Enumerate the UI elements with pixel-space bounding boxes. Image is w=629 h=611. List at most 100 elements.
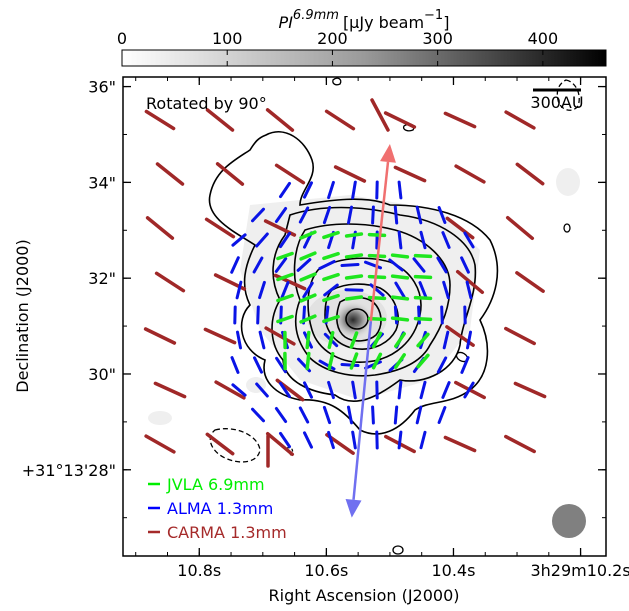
x-tick-label: 3h29m10.2s: [530, 561, 629, 580]
alma-vector: [415, 205, 423, 225]
jvla-vector: [276, 272, 294, 282]
jvla-vector: [367, 274, 387, 280]
carma-vector: [515, 162, 545, 186]
carma-vector: [370, 98, 390, 132]
jvla-vector: [344, 295, 364, 301]
alma-vector: [351, 380, 357, 400]
carma-vector: [324, 109, 356, 131]
jvla-vectors: [276, 230, 433, 371]
jvla-vector: [413, 253, 433, 259]
jvla-vector: [299, 293, 317, 303]
alma-vector: [441, 381, 451, 399]
alma-vector: [344, 288, 364, 292]
alma-vector: [440, 305, 444, 325]
alma-vector: [394, 281, 406, 299]
alma-vector: [436, 356, 448, 374]
contour: [332, 77, 342, 86]
jvla-vector: [344, 232, 364, 238]
carma-vector: [205, 432, 235, 456]
contour-negative: [556, 79, 580, 111]
emission-patch: [556, 168, 580, 196]
carma-vector: [443, 435, 477, 453]
jvla-vector: [349, 352, 359, 370]
jvla-vector: [327, 330, 335, 350]
alma-vector: [274, 207, 288, 223]
jvla-vector: [344, 274, 364, 280]
alma-vector: [252, 256, 264, 274]
legend-label-jvla: JVLA 6.9mm: [166, 475, 265, 494]
alma-vector: [347, 205, 353, 225]
scale-bar-label: 300AU: [530, 93, 583, 112]
jvla-vector: [305, 351, 311, 371]
alma-vector: [418, 281, 428, 299]
carma-vector: [505, 215, 535, 241]
contours: [208, 77, 580, 555]
alma-vector: [274, 407, 288, 423]
alma-vector: [258, 280, 266, 300]
image-layer: [143, 77, 586, 555]
carma-vector: [454, 164, 486, 184]
jvla-vector: [299, 314, 317, 324]
carma-vector: [265, 108, 295, 132]
alma-vector: [236, 330, 242, 350]
alma-vector: [296, 258, 312, 272]
jvla-vector: [305, 330, 311, 350]
x-tick-label: 10.8s: [177, 561, 221, 580]
alma-vector: [235, 280, 243, 300]
alma-vector: [419, 430, 427, 450]
jvla-vector: [276, 314, 294, 324]
colorbar-ticks: 0 100 200 300 400: [117, 29, 558, 66]
carma-vector: [504, 326, 536, 346]
alma-vector: [465, 280, 473, 300]
x-tick-label: 10.6s: [304, 561, 348, 580]
carma-vector: [155, 162, 185, 186]
legend: JVLA 6.9mm ALMA 1.3mm CARMA 1.3mm: [148, 475, 287, 542]
carma-vector: [504, 434, 536, 454]
jvla-vector: [322, 293, 340, 303]
carma-vector: [153, 381, 187, 399]
alma-vector: [419, 380, 427, 400]
alma-vector: [230, 356, 240, 374]
colorbar-tick-label: 200: [317, 29, 348, 48]
contour: [563, 223, 571, 233]
alma-vector: [298, 206, 310, 224]
jvla-vector: [416, 353, 430, 369]
y-tick-label: +31°13'28": [22, 461, 116, 480]
alma-vector: [230, 256, 240, 274]
alma-vector: [279, 231, 291, 249]
alma-vector: [393, 205, 399, 225]
contour: [324, 283, 399, 350]
rotation-annotation: Rotated by 90°: [146, 94, 267, 113]
contour: [392, 545, 404, 555]
carma-vector: [515, 271, 545, 293]
jvla-vector: [371, 352, 383, 370]
alma-vector: [397, 180, 403, 200]
carma-vector: [204, 217, 236, 239]
jvla-vector: [322, 272, 340, 282]
alma-vector: [437, 206, 447, 224]
alma-vector: [412, 257, 426, 273]
carma-vector: [265, 431, 295, 457]
alma-vector: [318, 359, 336, 371]
y-tick-label: 34": [88, 173, 116, 192]
colorbar-tick-label: 400: [528, 29, 559, 48]
jvla-vector: [394, 353, 406, 369]
contour: [307, 257, 422, 363]
y-tick-label: 30": [88, 365, 116, 384]
alma-vector: [340, 363, 360, 367]
alma-vector: [397, 380, 403, 400]
carma-vector: [205, 108, 235, 132]
carma-vector: [214, 380, 246, 400]
jvla-vector: [349, 331, 359, 349]
contour: [293, 223, 451, 377]
carma-vector: [144, 109, 176, 131]
alma-vector: [466, 330, 472, 350]
alma-vector: [437, 406, 447, 424]
legend-label-carma: CARMA 1.3mm: [167, 523, 287, 542]
jvla-vector: [276, 251, 294, 261]
alma-vectors: [230, 180, 475, 450]
y-axis-ticks: +31°13'28" 30" 32" 34" 36": [22, 78, 606, 519]
alma-vector: [303, 381, 313, 399]
alma-vector: [279, 381, 291, 399]
x-axis-title: Right Ascension (J2000): [269, 586, 460, 605]
